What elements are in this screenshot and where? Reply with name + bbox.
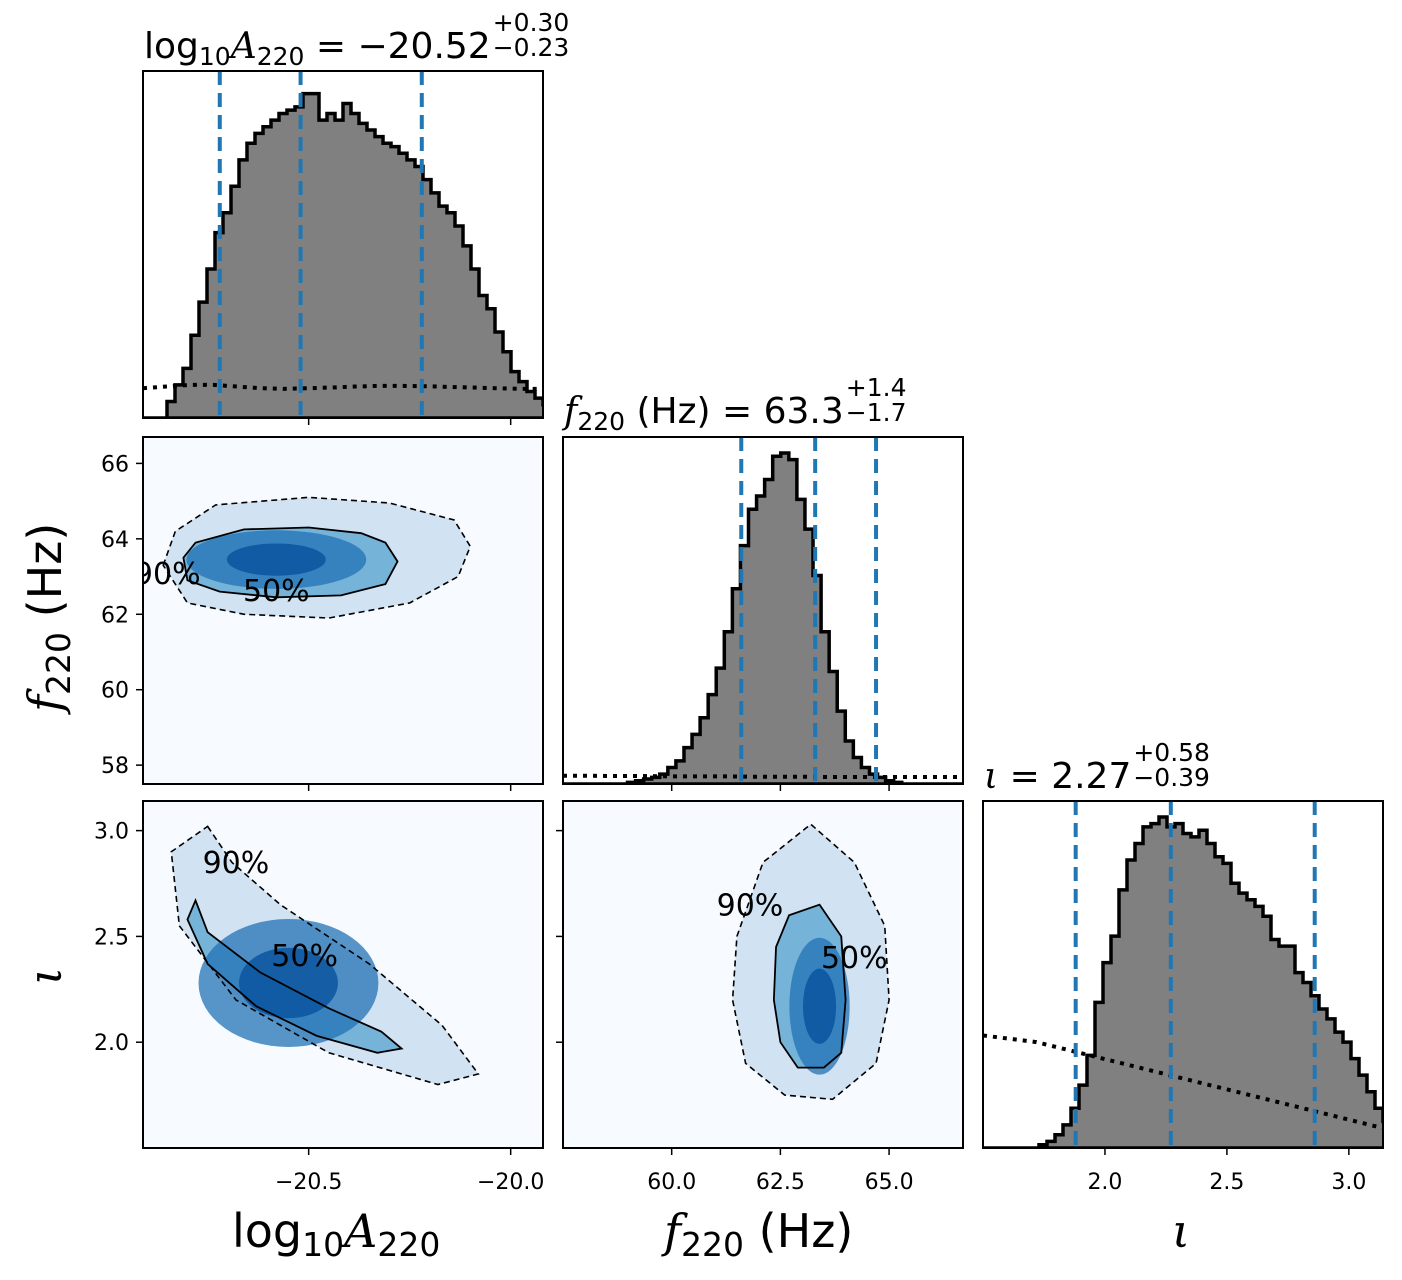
contour-90 <box>170 825 480 1086</box>
histogram-logA <box>143 71 543 418</box>
title-iota: ι = 2.27 +0.58 −0.39 <box>984 738 1210 797</box>
xtick-label: −20.5 <box>275 1170 342 1195</box>
ytick-label: 3.0 <box>94 820 129 845</box>
xtick-label: 3.0 <box>1331 1170 1366 1195</box>
density-peak <box>802 968 837 1044</box>
contour-label-50: 50% <box>271 939 338 974</box>
panel-frame-logA <box>142 70 544 419</box>
contour-label-90: 90% <box>134 557 201 592</box>
xtick-label: 60.0 <box>647 1170 696 1195</box>
ytick-label: 2.5 <box>94 925 129 950</box>
density-peak <box>226 543 326 576</box>
ytick-label: 66 <box>101 452 129 477</box>
histogram-bars <box>983 815 1383 1148</box>
xtick-label: −20.0 <box>477 1170 544 1195</box>
title-f220: f220 (Hz) = 63.3 +1.4 −1.7 <box>564 373 907 436</box>
title-loga: log10A220 = −20.52 +0.30 −0.23 <box>144 8 570 71</box>
density-panel-logA-iota: 50% 90% <box>143 801 543 1148</box>
xtick-label: 2.5 <box>1209 1170 1244 1195</box>
xtick-label: 62.5 <box>756 1170 805 1195</box>
histogram-iota <box>983 801 1383 1148</box>
ylabel-iota: ι <box>18 966 72 985</box>
panel-frame-f <box>562 436 964 785</box>
contour-50 <box>182 526 399 599</box>
contour-label-90: 90% <box>717 888 784 923</box>
density-panel-f-iota: 50% 90% <box>563 801 963 1148</box>
contour-label-50: 50% <box>243 574 310 609</box>
xtick-label: 2.0 <box>1087 1170 1122 1195</box>
density-panel-logA-f: 50% 90% <box>134 437 543 784</box>
contour-90 <box>162 496 472 619</box>
histogram-bars <box>143 91 543 418</box>
contour-label-90: 90% <box>203 846 270 881</box>
xlabel-iota: ι <box>1172 1204 1191 1258</box>
panel-frame-iota <box>982 800 1384 1149</box>
ytick-label: 64 <box>101 528 129 553</box>
ylabel-f220: f220 (Hz) <box>18 522 78 712</box>
prior-curve <box>143 382 543 391</box>
xtick-label: 65.0 <box>865 1170 914 1195</box>
panel-frame <box>562 800 964 1149</box>
contour-90 <box>731 823 890 1101</box>
contour-label-50: 50% <box>821 941 888 976</box>
contour-50 <box>772 903 847 1069</box>
ytick-label: 62 <box>101 603 129 628</box>
contour-50 <box>186 898 404 1054</box>
histogram-bars <box>563 451 963 784</box>
histogram-f <box>563 437 963 784</box>
xlabel-f220: f220 (Hz) <box>664 1204 854 1264</box>
panel-frame <box>142 800 544 1149</box>
ytick-label: 2.0 <box>94 1031 129 1056</box>
prior-curve <box>563 773 963 780</box>
ytick-label: 58 <box>101 754 129 779</box>
xlabel-loga: log10A220 <box>232 1204 441 1264</box>
panel-frame <box>142 436 544 785</box>
ytick-label: 60 <box>101 679 129 704</box>
